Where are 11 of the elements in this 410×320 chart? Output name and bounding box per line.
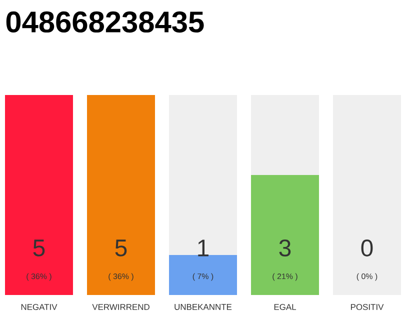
annotation: 0 xyxy=(361,240,373,256)
x-tick-label: VERWIRREND xyxy=(92,304,150,310)
data-label: 5 xyxy=(115,240,127,256)
x-tick-label: POSITIV xyxy=(350,304,384,310)
data-label: 1 xyxy=(198,240,208,256)
x-tick-label: UNBEKANNTE xyxy=(174,304,232,310)
x-tick-label: NEGATIV xyxy=(21,304,58,310)
x-tick-label: EGAL xyxy=(274,304,296,310)
data-label: 3 xyxy=(279,240,291,256)
data-label: 5 xyxy=(33,240,45,256)
chart-title: 048668238435 xyxy=(6,11,204,33)
